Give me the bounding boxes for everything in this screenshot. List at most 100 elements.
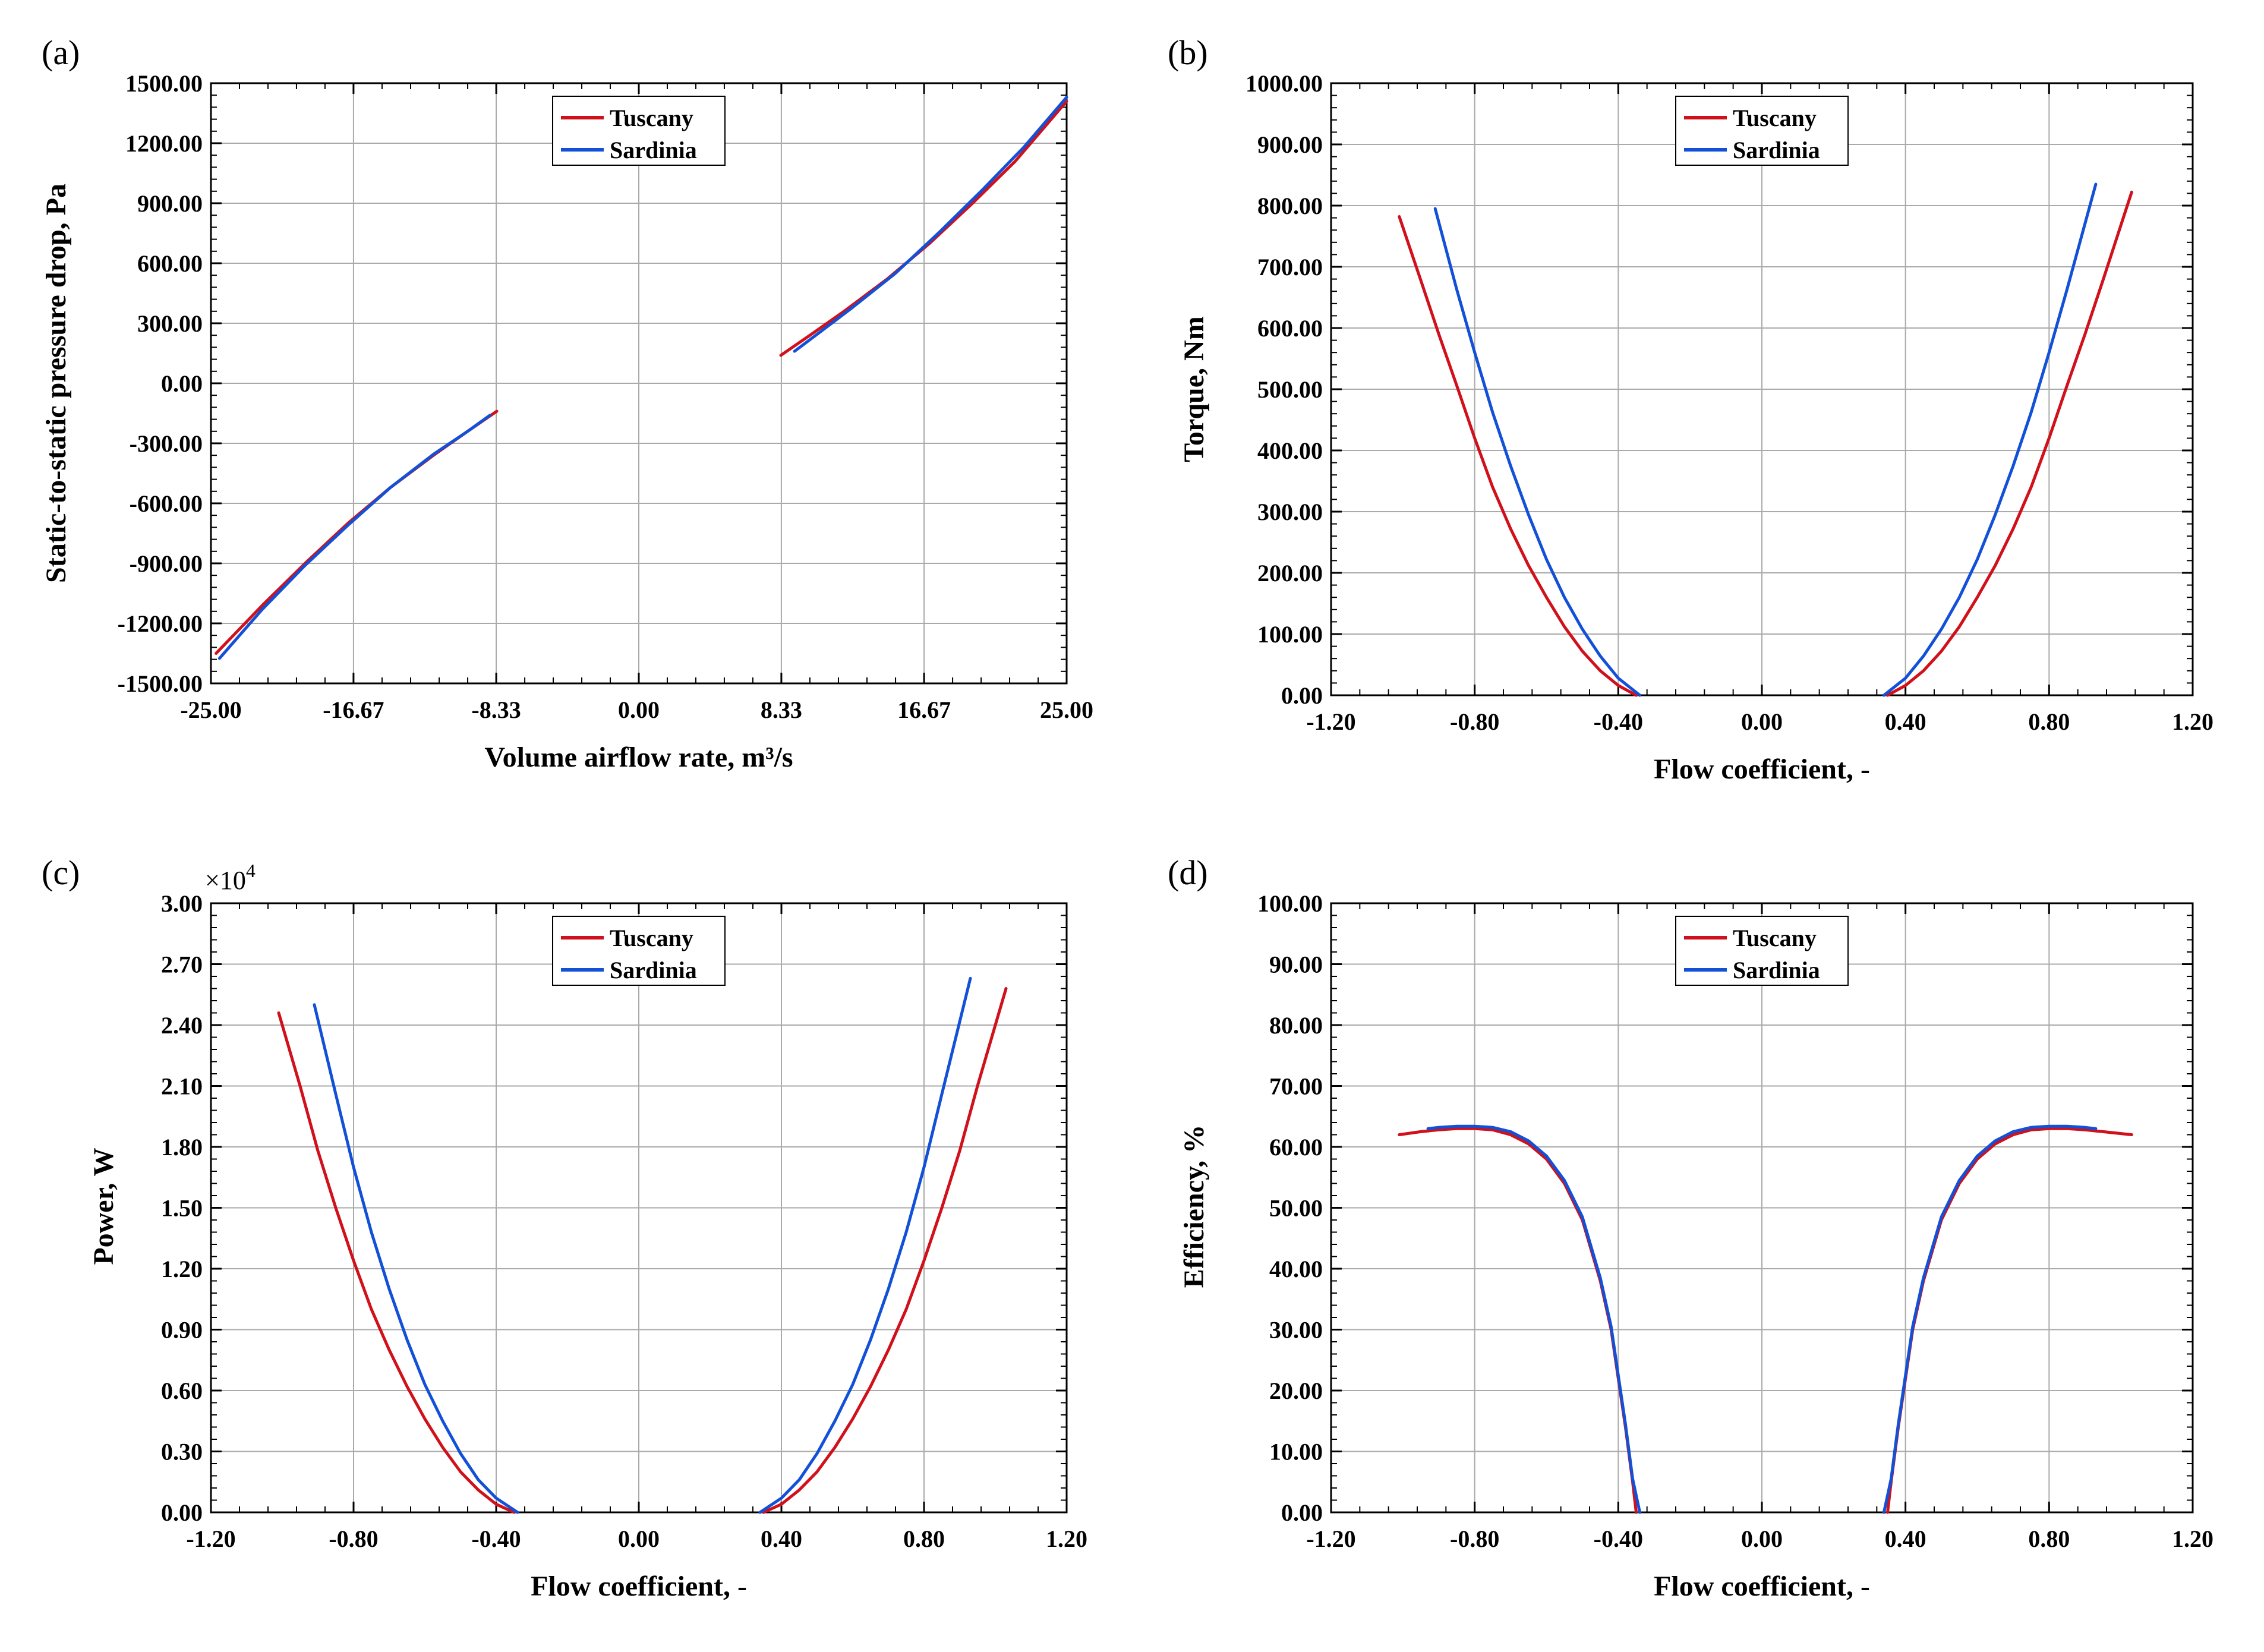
y-tick-label: 10.00 [1269, 1439, 1323, 1465]
y-tick-label: 0.60 [161, 1377, 203, 1404]
x-tick-label: 0.40 [1885, 708, 1926, 735]
y-tick-label: 70.00 [1269, 1073, 1323, 1100]
x-tick-label: 0.00 [618, 1525, 660, 1552]
y-tick-label: -900.00 [130, 550, 203, 577]
y-tick-label: 0.00 [161, 370, 203, 397]
y-tick-label: 60.00 [1269, 1134, 1323, 1161]
panel-a: (a) -25.00 -16.67 -8.33 0.00 8.33 16.67 25.00 -1… [40, 33, 1093, 773]
y-tick-label: 1.80 [161, 1134, 203, 1161]
x-tick-label: -16.67 [323, 696, 384, 723]
y-tick-label: 300.00 [137, 310, 203, 337]
legend-label-sardinia: Sardinia [1733, 957, 1820, 983]
y-tick-label: 300.00 [1257, 499, 1323, 525]
legend-label-tuscany: Tuscany [1733, 105, 1817, 131]
series-line-sardinia-1 [793, 96, 1068, 353]
x-tick-label: 16.67 [897, 696, 951, 723]
x-tick-label: -0.80 [1450, 708, 1499, 735]
y-tick-label: 80.00 [1269, 1012, 1323, 1039]
panel-label: (b) [1168, 33, 1208, 72]
y-tick-label: 30.00 [1269, 1317, 1323, 1344]
y-tick-label: 0.00 [1281, 1499, 1323, 1526]
panel-c: (c) -1.20 -0.80 -0.40 0.00 0.40 0.80 1.20 0.00 0.… [42, 853, 1087, 1602]
y-axis-label: Power, W [88, 1147, 119, 1265]
x-tick-label: -8.33 [471, 696, 521, 723]
series-line-sardinia-0 [313, 1003, 519, 1514]
y-tick-label: 1000.00 [1245, 70, 1323, 97]
x-tick-label: -0.80 [1450, 1525, 1499, 1552]
y-tick-label: 3.00 [161, 890, 203, 917]
y-axis-label: Efficiency, % [1178, 1125, 1210, 1288]
y-tick-label: 90.00 [1269, 951, 1323, 978]
series-line-tuscany-1 [1886, 190, 2133, 697]
x-tick-label: 0.80 [903, 1525, 945, 1552]
y-tick-label: 1.20 [161, 1256, 203, 1282]
x-tick-label: 1.20 [1046, 1525, 1087, 1552]
x-tick-label: -0.80 [329, 1525, 378, 1552]
x-tick-label: -1.20 [186, 1525, 235, 1552]
x-tick-label: 0.40 [761, 1525, 802, 1552]
legend-label-sardinia: Sardinia [610, 137, 697, 163]
y-tick-label: 0.30 [161, 1439, 203, 1465]
y-tick-label: 400.00 [1257, 437, 1323, 464]
x-tick-label: 0.80 [2028, 1525, 2070, 1552]
x-tick-label: 1.20 [2172, 1525, 2213, 1552]
series-line-sardinia-1 [1882, 182, 2098, 697]
panel-label: (a) [42, 33, 80, 72]
x-tick-label: 0.40 [1885, 1525, 1926, 1552]
y-tick-label: 1.50 [161, 1195, 203, 1222]
x-axis-label: Flow coefficient, - [1654, 754, 1870, 785]
series-line-tuscany-1 [1886, 1127, 2133, 1514]
y-tick-label: 0.00 [1281, 682, 1323, 709]
legend-box [552, 96, 726, 166]
y-tick-label: 1500.00 [125, 70, 203, 97]
x-tick-label: 0.00 [1741, 708, 1783, 735]
y-tick-label: -600.00 [130, 490, 203, 517]
y-tick-label: 900.00 [137, 190, 203, 217]
series-line-sardinia-0 [1426, 1124, 1642, 1514]
y-tick-label: 500.00 [1257, 376, 1323, 403]
y-tick-label: 800.00 [1257, 193, 1323, 219]
legend-label-tuscany: Tuscany [610, 105, 693, 131]
panel-b: (b) -1.20 -0.80 -0.40 0.00 0.40 0.80 1.20 0.00 10… [1168, 33, 2213, 785]
y-tick-label: -1200.00 [118, 610, 203, 637]
x-tick-label: 0.00 [618, 696, 660, 723]
series-line-sardinia-1 [1882, 1124, 2098, 1514]
legend-label-tuscany: Tuscany [1733, 925, 1817, 951]
x-tick-label: -0.40 [1594, 1525, 1643, 1552]
x-tick-label: -25.00 [180, 696, 241, 723]
y-tick-label: -1500.00 [118, 670, 203, 697]
legend-box [1675, 96, 1849, 166]
y-axis-label: Torque, Nm [1178, 316, 1210, 462]
y-tick-label: 200.00 [1257, 560, 1323, 587]
legend-box [552, 916, 726, 986]
y-tick-label: 1200.00 [125, 130, 203, 157]
y-tick-label: 100.00 [1257, 621, 1323, 648]
x-tick-label: 25.00 [1040, 696, 1093, 723]
y-tick-label: 20.00 [1269, 1377, 1323, 1404]
y-tick-label: 600.00 [137, 250, 203, 277]
x-tick-label: 0.00 [1741, 1525, 1783, 1552]
series-line-tuscany-0 [215, 409, 499, 655]
y-tick-label: 2.40 [161, 1012, 203, 1039]
x-axis-label: Flow coefficient, - [1654, 1571, 1870, 1602]
y-tick-label: 2.70 [161, 951, 203, 978]
x-tick-label: -1.20 [1306, 1525, 1355, 1552]
x-tick-label: 8.33 [761, 696, 802, 723]
x-tick-label: -0.40 [1594, 708, 1643, 735]
y-axis-multiplier: ×104 [205, 860, 256, 895]
x-axis-label: Flow coefficient, - [531, 1571, 747, 1602]
y-tick-label: -300.00 [130, 430, 203, 457]
legend-label-tuscany: Tuscany [610, 925, 693, 951]
series-line-sardinia-0 [1433, 207, 1642, 697]
x-axis-label: Volume airflow rate, m³/s [484, 742, 793, 773]
y-tick-label: 40.00 [1269, 1256, 1323, 1282]
series-line-tuscany-1 [762, 987, 1008, 1514]
y-tick-label: 900.00 [1257, 131, 1323, 158]
y-tick-label: 50.00 [1269, 1195, 1323, 1222]
x-tick-label: -1.20 [1306, 708, 1355, 735]
panel-label: (c) [42, 853, 80, 892]
y-tick-label: 0.90 [161, 1317, 203, 1344]
legend-box [1675, 916, 1849, 986]
series-line-sardinia-0 [217, 414, 491, 660]
